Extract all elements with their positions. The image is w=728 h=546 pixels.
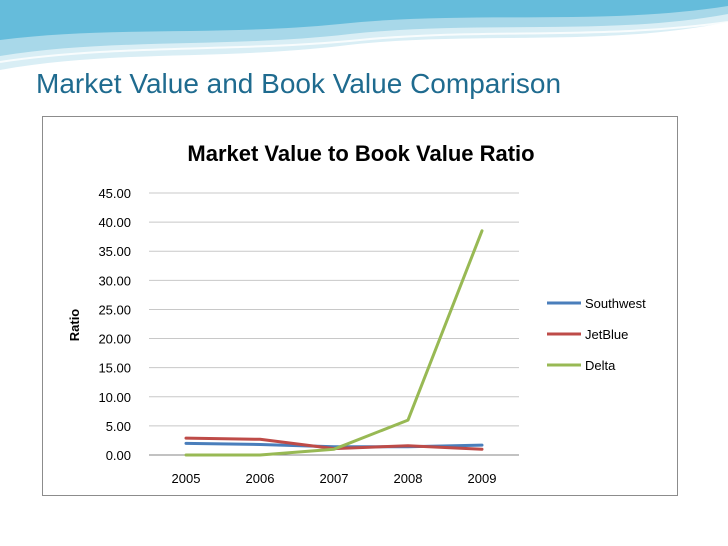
series-lines xyxy=(184,229,484,457)
legend-label: Delta xyxy=(585,358,616,373)
x-tick-label: 2005 xyxy=(172,471,201,486)
y-axis-label: Ratio xyxy=(67,309,82,342)
gridlines xyxy=(149,192,519,456)
chart-frame: Market Value to Book Value Ratio 45.00 40… xyxy=(42,116,678,496)
legend: Southwest JetBlue Delta xyxy=(547,296,646,373)
y-tick-label: 15.00 xyxy=(98,361,131,376)
y-tick-label: 40.00 xyxy=(98,215,131,230)
x-tick-label: 2009 xyxy=(468,471,497,486)
banner-wave-dark xyxy=(0,0,728,40)
x-tick-label: 2008 xyxy=(394,471,423,486)
banner-wave-line xyxy=(0,21,728,63)
decorative-wave-banner xyxy=(0,0,728,70)
y-tick-labels: 45.00 40.00 35.00 30.00 25.00 20.00 15.00 10.00… xyxy=(98,186,131,463)
x-tick-labels: 2005 2006 2007 2008 2009 xyxy=(172,471,497,486)
y-tick-label: 0.00 xyxy=(106,448,131,463)
y-tick-label: 35.00 xyxy=(98,244,131,259)
chart-title: Market Value to Book Value Ratio xyxy=(187,141,534,166)
y-tick-label: 5.00 xyxy=(106,419,131,434)
legend-label: Southwest xyxy=(585,296,646,311)
y-tick-label: 25.00 xyxy=(98,302,131,317)
y-tick-label: 10.00 xyxy=(98,390,131,405)
x-tick-label: 2006 xyxy=(246,471,275,486)
y-tick-label: 45.00 xyxy=(98,186,131,201)
legend-label: JetBlue xyxy=(585,327,628,342)
slide-title: Market Value and Book Value Comparison xyxy=(36,68,562,99)
x-tick-label: 2007 xyxy=(320,471,349,486)
series-line-delta xyxy=(184,229,484,457)
y-tick-label: 30.00 xyxy=(98,273,131,288)
y-tick-label: 20.00 xyxy=(98,332,131,347)
line-chart: Market Value to Book Value Ratio 45.00 40… xyxy=(67,141,646,486)
